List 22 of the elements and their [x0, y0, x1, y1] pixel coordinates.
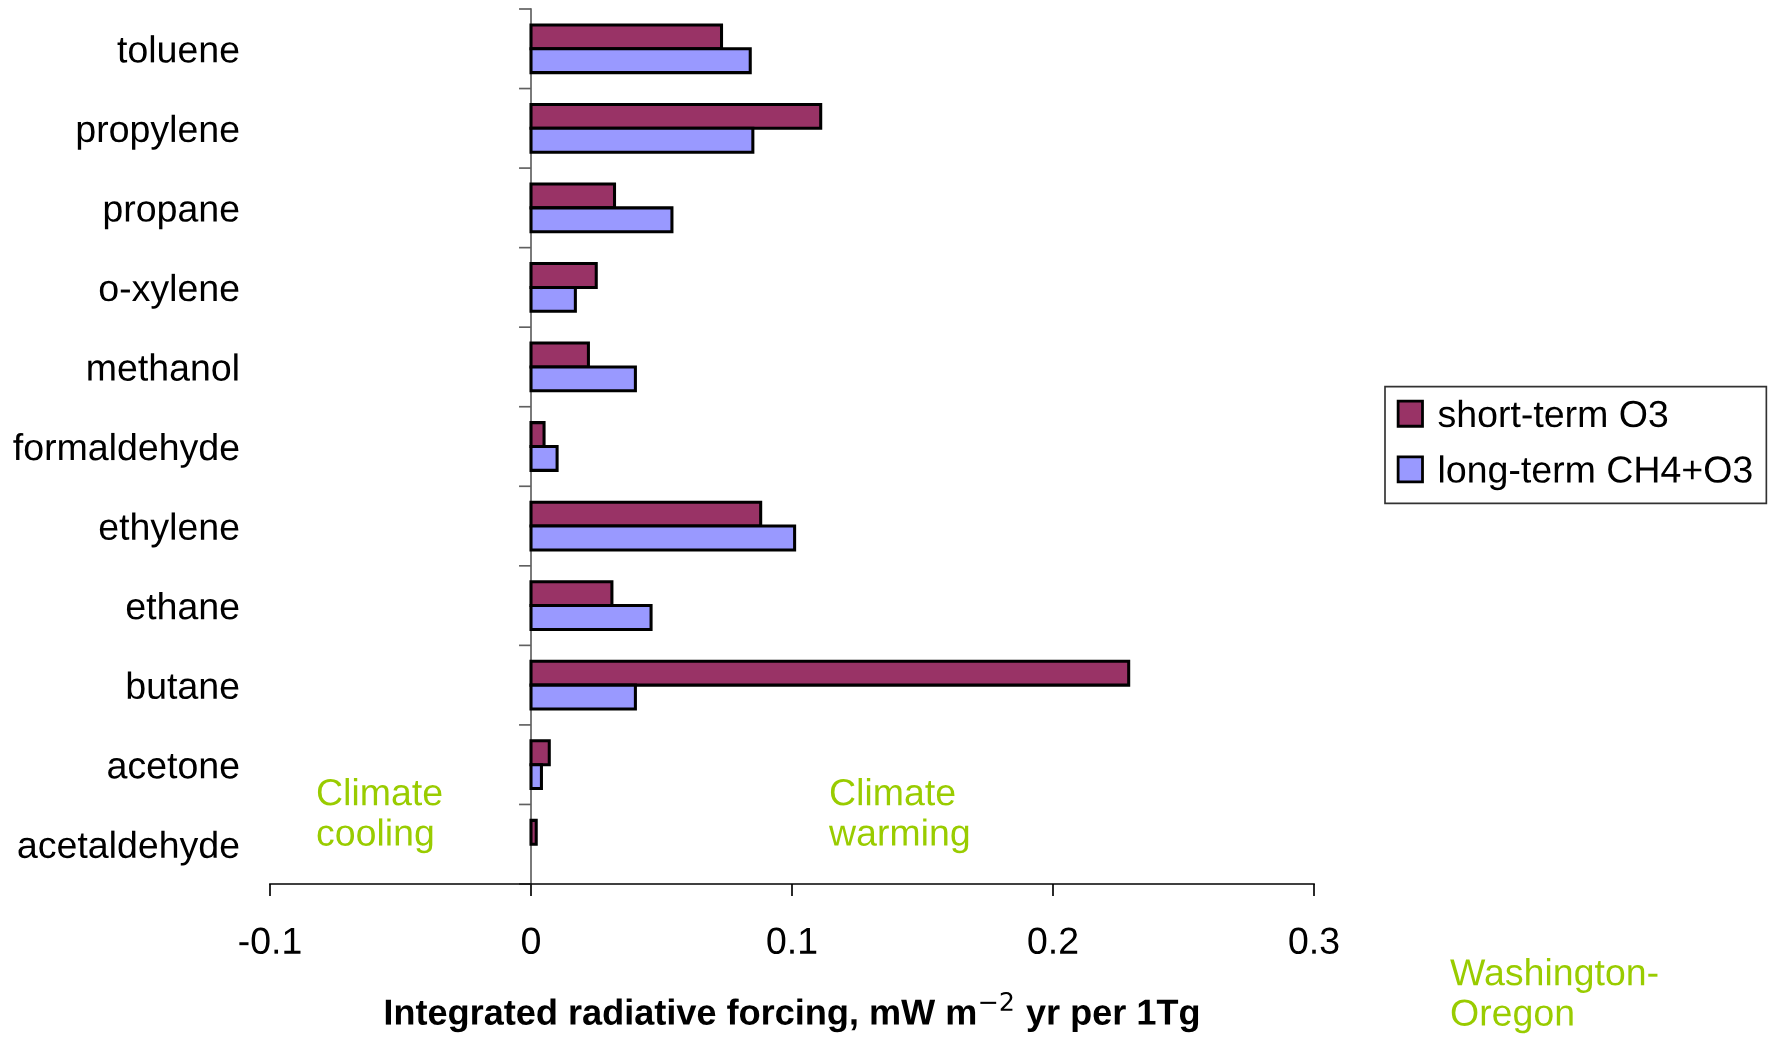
y-tick-label: ethane — [126, 592, 239, 620]
x-tick-label: 0 — [522, 927, 540, 955]
y-tick-label: o-xylene — [99, 273, 239, 309]
annotation: Climate cooling — [317, 778, 442, 854]
y-tick-label: toluene — [117, 35, 239, 63]
x-tick-label: 0.3 — [1289, 927, 1339, 955]
x-tick-label: 0.2 — [1028, 927, 1078, 955]
legend-label: long-term CH4+O3 — [1440, 455, 1752, 491]
y-tick-label: acetone — [108, 754, 239, 779]
y-tick-label: ethylene — [99, 512, 239, 548]
x-tick-label: -0.1 — [239, 927, 301, 955]
y-tick-label: propane — [104, 201, 239, 230]
y-tick-label: methanol — [88, 353, 238, 381]
legend-label: short-term O3 — [1438, 399, 1668, 428]
y-tick-label: propylene — [77, 114, 239, 150]
annotation: Climate warming — [828, 778, 969, 854]
text: Washington- Oregon — [1450, 958, 1658, 1034]
y-tick-label: acetaldehyde — [18, 830, 239, 866]
x-axis-title: Integrated radiative forcing, mW m$^{−2}$ yr per 1Tg — [385, 992, 1199, 1033]
y-tick-label: formaldehyde — [13, 432, 239, 468]
y-tick-label: butane — [127, 671, 239, 700]
x-tick-label: 0.1 — [767, 927, 817, 955]
